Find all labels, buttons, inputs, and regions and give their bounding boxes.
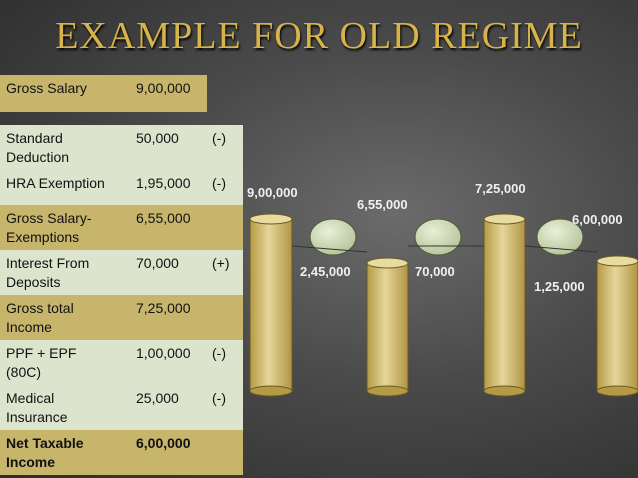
cylinder	[249, 213, 293, 397]
diagram-label: 6,55,000	[357, 197, 408, 212]
row-sign: (-)	[212, 345, 226, 361]
diagram-label: 2,45,000	[300, 264, 351, 279]
row-label: Interest From Deposits	[6, 255, 90, 290]
table-row: Interest From Deposits 70,000 (+)	[0, 250, 243, 295]
circle	[414, 218, 462, 256]
diagram-label: 70,000	[415, 264, 455, 279]
circle	[536, 218, 584, 256]
row-label: Net Taxable Income	[6, 435, 84, 470]
table-row: PPF + EPF (80C) 1,00,000 (-)	[0, 340, 243, 385]
row-label: Gross Salary-Exemptions	[6, 210, 92, 245]
slide-title: EXAMPLE FOR OLD REGIME	[55, 15, 583, 57]
row-label: PPF + EPF (80C)	[6, 345, 77, 380]
cylinder	[366, 257, 409, 397]
row-label: Medical Insurance	[6, 390, 68, 425]
cylinder	[596, 255, 638, 397]
diagram-label: 9,00,000	[247, 185, 298, 200]
circle	[309, 218, 357, 256]
row-amount: 6,00,000	[136, 435, 191, 451]
diagram-label: 6,00,000	[572, 212, 623, 227]
row-amount: 50,000	[136, 130, 179, 146]
row-amount: 70,000	[136, 255, 179, 271]
row-sign: (+)	[212, 255, 230, 271]
table-row: Standard Deduction 50,000 (-)	[0, 125, 243, 170]
cylinder	[483, 213, 526, 397]
table-row: Gross Salary-Exemptions 6,55,000	[0, 205, 243, 250]
row-label: Gross total Income	[6, 300, 74, 335]
row-amount: 6,55,000	[136, 210, 191, 226]
row-amount: 7,25,000	[136, 300, 191, 316]
row-amount: 25,000	[136, 390, 179, 406]
row-sign: (-)	[212, 130, 226, 146]
table-row: Gross Salary 9,00,000	[0, 75, 207, 112]
row-amount: 1,95,000	[136, 175, 191, 191]
row-amount: 1,00,000	[136, 345, 191, 361]
table-row: Gross total Income 7,25,000	[0, 295, 243, 340]
table-row: Net Taxable Income 6,00,000	[0, 430, 243, 475]
connector	[524, 245, 598, 253]
row-label: Gross Salary	[6, 80, 87, 96]
row-label: HRA Exemption	[6, 175, 105, 191]
table-row: Medical Insurance 25,000 (-)	[0, 385, 243, 430]
row-sign: (-)	[212, 175, 226, 191]
row-label: Standard Deduction	[6, 130, 70, 165]
table-row: HRA Exemption 1,95,000 (-)	[0, 170, 243, 205]
diagram-label: 1,25,000	[534, 279, 585, 294]
diagram-label: 7,25,000	[475, 181, 526, 196]
row-amount: 9,00,000	[136, 80, 191, 96]
connector	[291, 245, 368, 253]
row-sign: (-)	[212, 390, 226, 406]
